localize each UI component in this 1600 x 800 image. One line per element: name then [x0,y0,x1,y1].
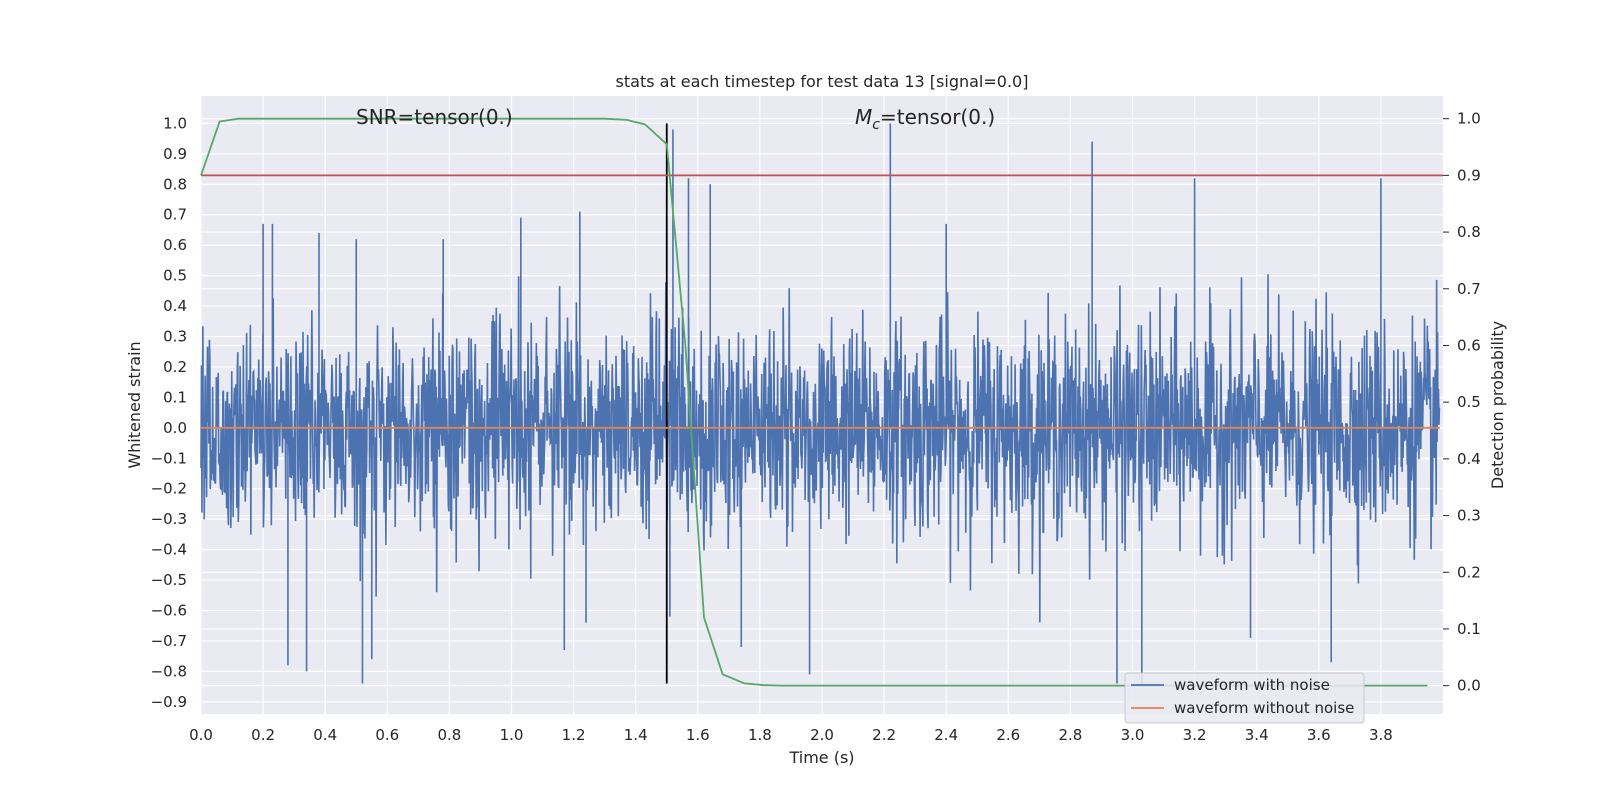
x-tick-label: 0.0 [189,726,213,744]
x-tick-label: 0.8 [437,726,461,744]
x-tick-label: 0.2 [251,726,275,744]
x-tick-label: 2.6 [996,726,1020,744]
series-detection-probability [200,117,1428,687]
y-tick-label: 0.6 [163,236,187,254]
y-tick-label: −0.9 [151,693,187,711]
right-tick-label: 0.8 [1457,223,1481,241]
right-tick-label: 0.4 [1457,450,1481,468]
legend-box [1124,672,1365,724]
y-tick-label: −0.8 [151,662,187,680]
y-tick-label: 0.2 [163,358,187,376]
right-tick-label: 0.3 [1457,507,1481,525]
x-tick-label: 2.8 [1058,726,1082,744]
legend: waveform with noise waveform without noi… [1124,672,1365,724]
y-axis-right-label: Detection probability [1488,321,1507,489]
y-tick-label: 0.3 [163,328,187,346]
right-tick-label: 0.2 [1457,563,1481,581]
y-tick-label: 0.4 [163,297,187,315]
x-tick-label: 1.0 [500,726,524,744]
y-tick-label: 0.8 [163,175,187,193]
x-tick-label: 1.6 [686,726,710,744]
chart-title: stats at each timestep for test data 13 … [616,72,1029,91]
grid-lines [200,96,1443,714]
y-tick-label: 0.9 [163,145,187,163]
y-tick-label: −0.2 [151,480,187,498]
x-tick-label: 2.0 [810,726,834,744]
x-axis: 0.0 0.2 0.4 0.6 0.8 1.0 1.2 1.4 1.6 1.8 2.0 2.2 2.4 2… [189,726,1393,744]
x-tick-label: 1.8 [748,726,772,744]
right-tick-label: 0.7 [1457,280,1481,298]
y-tick-label: −0.5 [151,571,187,589]
y-tick-label: 0.5 [163,267,187,285]
y-axis-left: 1.0 0.9 0.8 0.7 0.6 0.5 0.4 0.3 0.2 0.1 0.0 −0.1 −0.… [151,114,187,710]
right-tick-label: 0.9 [1457,166,1481,184]
x-tick-label: 2.4 [934,726,958,744]
x-tick-label: 0.6 [375,726,399,744]
y-axis-right: 1.0 0.9 0.8 0.7 0.6 0.5 0.4 0.3 0.2 0.1 0.0 [1443,110,1481,695]
y-tick-label: −0.7 [151,632,187,650]
noisy-waveform-series [200,123,1441,687]
y-tick-label: −0.4 [151,541,187,559]
right-tick-label: 0.6 [1457,336,1481,354]
legend-label-noise: waveform with noise [1174,676,1330,694]
chirp-mass-value: =tensor(0.) [880,105,995,129]
y-tick-label: −0.1 [151,449,187,467]
chirp-mass-symbol: M [855,105,872,129]
line-series [200,117,1443,687]
chirp-mass-annotation: Mc=tensor(0.) [855,105,995,133]
right-tick-label: 0.0 [1457,677,1481,695]
right-tick-label: 1.0 [1457,110,1481,128]
y-tick-label: 1.0 [163,114,187,132]
x-tick-label: 3.8 [1369,726,1393,744]
snr-annotation: SNR=tensor(0.) [356,105,513,129]
x-tick-label: 3.0 [1121,726,1145,744]
y-tick-label: 0.0 [163,419,187,437]
x-tick-label: 3.6 [1307,726,1331,744]
right-tick-label: 0.5 [1457,393,1481,411]
y-axis-label: Whitened strain [125,341,144,468]
x-axis-label: Time (s) [788,748,854,767]
series-waveform-with-noise [200,123,1441,687]
x-tick-label: 2.2 [872,726,896,744]
y-tick-label: −0.3 [151,510,187,528]
y-tick-label: 0.1 [163,388,187,406]
x-tick-label: 1.4 [624,726,648,744]
y-tick-label: −0.6 [151,601,187,619]
chirp-mass-subscript: c [872,117,880,133]
x-tick-label: 0.4 [313,726,337,744]
legend-label-clean: waveform without noise [1174,699,1354,717]
y-tick-label: 0.7 [163,206,187,224]
x-tick-label: 3.2 [1183,726,1207,744]
x-tick-label: 3.4 [1245,726,1269,744]
x-tick-label: 1.2 [562,726,586,744]
right-tick-label: 0.1 [1457,620,1481,638]
